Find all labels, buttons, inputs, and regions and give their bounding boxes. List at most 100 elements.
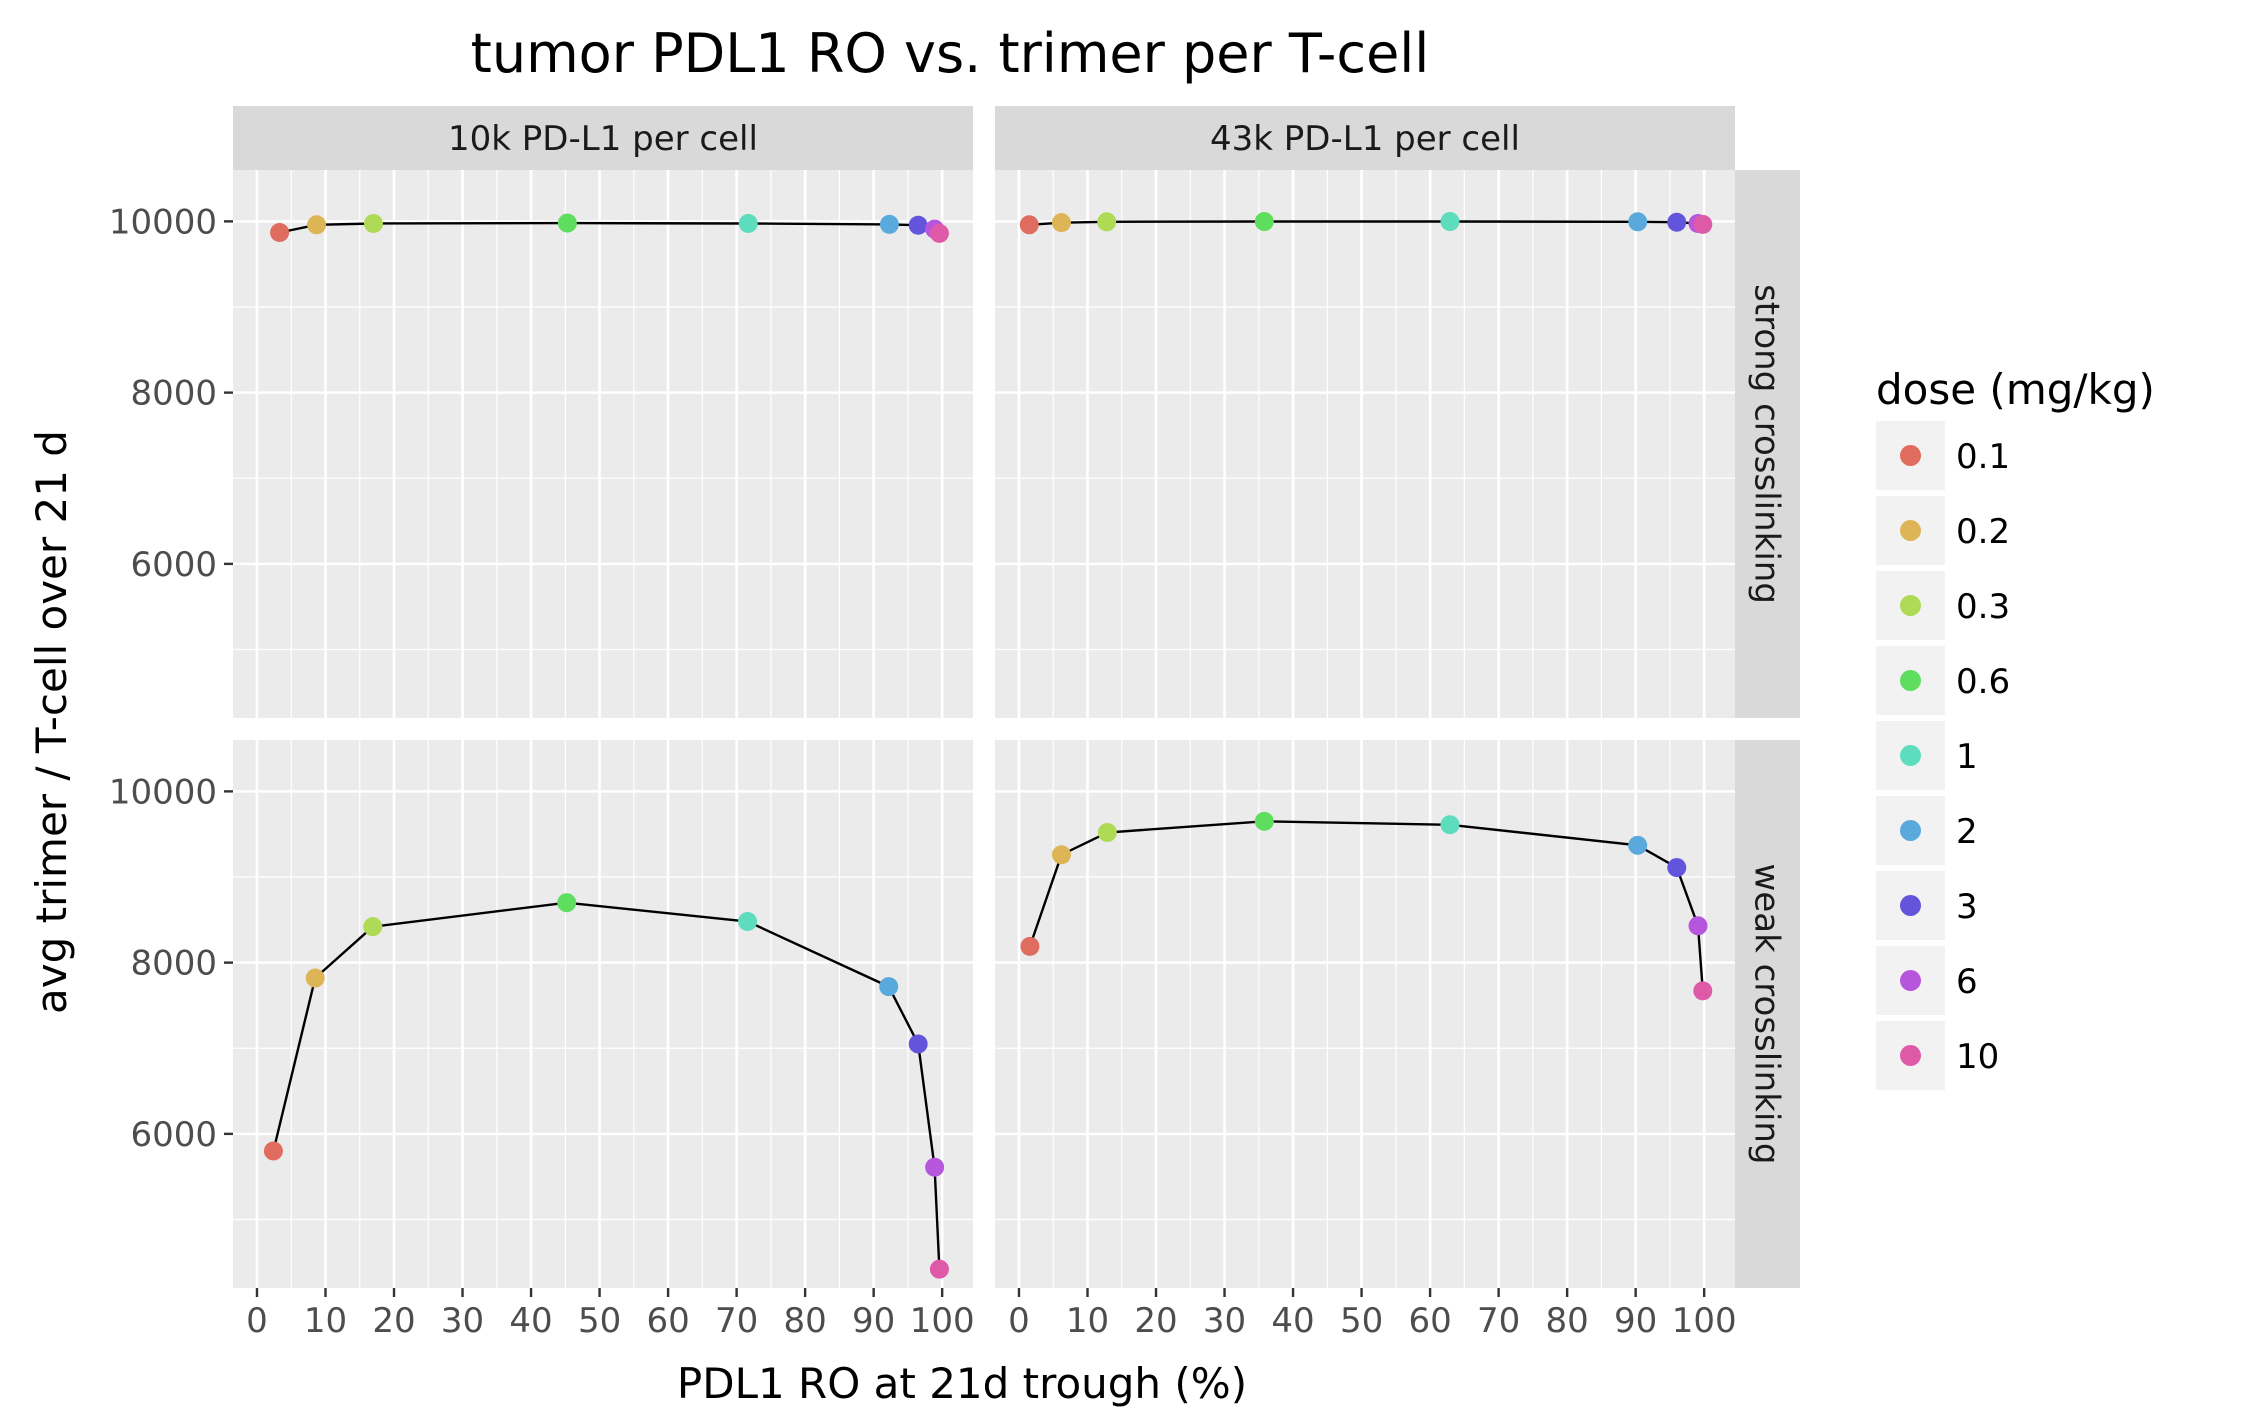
y-tick-label: 6000 <box>130 1115 217 1155</box>
x-tick-label: 40 <box>1271 1301 1314 1341</box>
panel-0-0 <box>233 170 973 718</box>
legend-label: 0.2 <box>1956 512 2010 552</box>
legend-swatch <box>1900 445 1921 466</box>
data-point <box>1693 214 1713 234</box>
legend-swatch <box>1900 595 1921 616</box>
x-tick-label: 90 <box>852 1301 895 1341</box>
row-strip-0: strong crosslinking <box>1735 170 1800 718</box>
legend-swatch <box>1900 520 1921 541</box>
data-point <box>1628 212 1648 232</box>
data-point <box>307 215 327 235</box>
data-point <box>738 214 758 234</box>
col-strip-0: 10k PD-L1 per cell <box>233 106 973 170</box>
legend-item: 0.3 <box>1876 571 2010 640</box>
col-strip-label: 43k PD-L1 per cell <box>1210 119 1520 159</box>
legend-label: 10 <box>1956 1037 1999 1077</box>
data-point <box>1440 212 1460 232</box>
data-point <box>1688 916 1708 936</box>
legend-label: 3 <box>1956 887 1978 927</box>
data-point <box>1254 212 1274 232</box>
data-point <box>1693 981 1713 1001</box>
x-tick-label: 60 <box>1408 1301 1451 1341</box>
panel-series-2 <box>263 893 949 1279</box>
x-tick-label: 10 <box>1066 1301 1109 1341</box>
y-tick-label: 6000 <box>130 545 217 585</box>
legend-label: 0.6 <box>1956 662 2010 702</box>
data-point <box>557 893 577 913</box>
data-point <box>1440 815 1460 835</box>
legend-title: dose (mg/kg) <box>1876 365 2155 414</box>
data-point <box>1254 811 1274 831</box>
data-point <box>879 214 899 234</box>
x-tick-label: 90 <box>1614 1301 1657 1341</box>
panel-background <box>233 740 973 1288</box>
x-tick-label: 50 <box>1340 1301 1383 1341</box>
row-strip-1: weak crosslinking <box>1735 740 1800 1288</box>
row-strip-label: strong crosslinking <box>1747 284 1787 604</box>
legend-label: 2 <box>1956 812 1978 852</box>
x-tick-label: 0 <box>1008 1301 1030 1341</box>
legend-item: 1 <box>1876 721 1978 790</box>
legend: dose (mg/kg) 0.1 0.2 0.3 0.6 1 2 3 6 10 <box>1876 365 2155 1090</box>
panel-1-0 <box>233 740 973 1288</box>
data-point <box>879 977 899 997</box>
x-tick-label: 20 <box>372 1301 415 1341</box>
data-point <box>929 1259 949 1279</box>
data-point <box>363 214 383 234</box>
data-point <box>363 917 383 937</box>
data-point <box>1667 212 1687 232</box>
x-tick-label: 80 <box>1545 1301 1588 1341</box>
x-tick-label: 20 <box>1134 1301 1177 1341</box>
legend-swatch <box>1900 820 1921 841</box>
col-strip-label: 10k PD-L1 per cell <box>448 119 758 159</box>
panel-series-1 <box>1019 212 1713 235</box>
panel-0-1 <box>995 170 1735 718</box>
chart-title: tumor PDL1 RO vs. trimer per T-cell <box>471 22 1430 85</box>
data-point <box>557 213 577 233</box>
x-tick-label: 70 <box>1477 1301 1520 1341</box>
legend-swatch <box>1900 970 1921 991</box>
legend-item: 2 <box>1876 796 1978 865</box>
data-point <box>925 1157 945 1177</box>
legend-item: 6 <box>1876 946 1978 1015</box>
legend-item: 0.2 <box>1876 496 2010 565</box>
legend-item: 10 <box>1876 1021 1999 1090</box>
legend-swatch <box>1900 745 1921 766</box>
data-point <box>305 968 325 988</box>
x-tick-label: 50 <box>578 1301 621 1341</box>
x-tick-label: 80 <box>783 1301 826 1341</box>
y-tick-label: 10000 <box>109 202 217 242</box>
axes-layer: 6000 8000 10000 6000 8000 10000 0 10 20 30 40 50 60 7… <box>109 202 1737 1341</box>
y-tick-label: 10000 <box>109 772 217 812</box>
data-point <box>1097 822 1117 842</box>
panel-background <box>995 170 1735 718</box>
legend-label: 0.1 <box>1956 437 2010 477</box>
legend-swatch <box>1900 1045 1921 1066</box>
x-tick-label: 100 <box>1672 1301 1737 1341</box>
col-strip-1: 43k PD-L1 per cell <box>995 106 1735 170</box>
strip-background <box>233 106 973 170</box>
data-point <box>1051 845 1071 865</box>
y-tick-label: 8000 <box>130 374 217 414</box>
y-tick-label: 8000 <box>130 944 217 984</box>
strip-background <box>1735 170 1800 718</box>
x-tick-label: 30 <box>441 1301 484 1341</box>
legend-label: 6 <box>1956 962 1978 1002</box>
data-point <box>263 1141 283 1161</box>
strip-background <box>1735 740 1800 1288</box>
strips-layer: 10k PD-L1 per cell 43k PD-L1 per cell stro… <box>233 106 1800 1288</box>
panel-background <box>233 170 973 718</box>
x-tick-label: 10 <box>304 1301 347 1341</box>
row-strip-label: weak crosslinking <box>1747 864 1787 1165</box>
panel-series-3 <box>1020 811 1713 1001</box>
data-point <box>1019 215 1039 235</box>
legend-item: 0.6 <box>1876 646 2010 715</box>
x-axis-title: PDL1 RO at 21d trough (%) <box>677 1359 1247 1408</box>
y-axis-title: avg trimer / T-cell over 21 d <box>27 430 76 1014</box>
data-point <box>908 1034 928 1054</box>
data-point <box>270 223 290 243</box>
data-point <box>1628 835 1648 855</box>
data-point <box>738 912 758 932</box>
x-tick-label: 0 <box>246 1301 268 1341</box>
